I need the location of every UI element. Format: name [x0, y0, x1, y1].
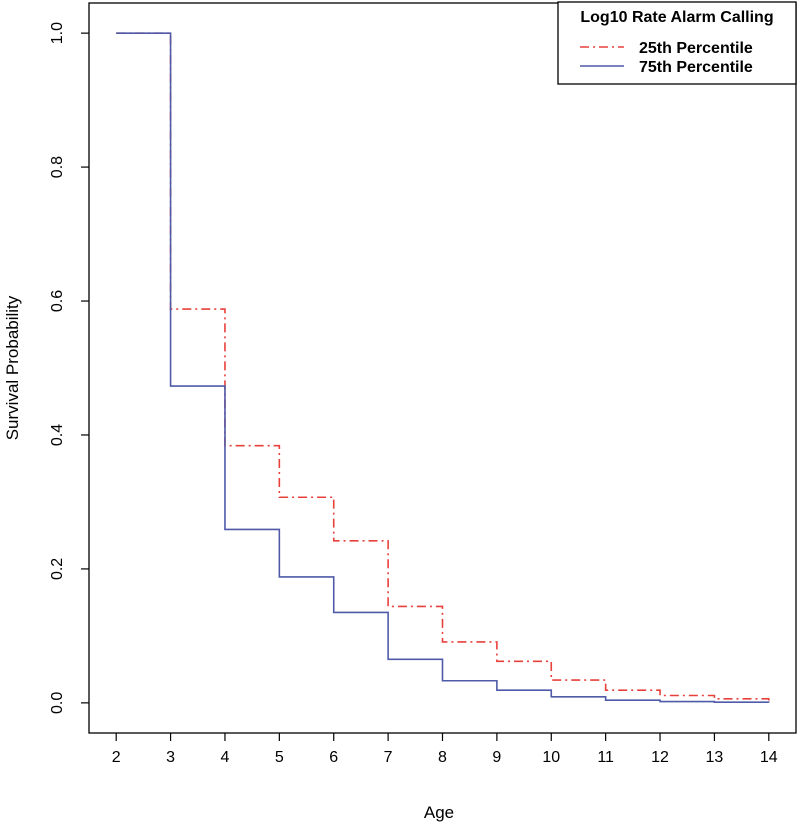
x-tick-label: 4	[221, 749, 230, 766]
series-line-75th-percentile	[116, 32, 770, 703]
x-tick-label: 3	[166, 749, 175, 766]
legend: Log10 Rate Alarm Calling 25th Percentile…	[557, 1, 797, 85]
x-axis-title: Age	[424, 803, 454, 822]
x-tick-label: 10	[542, 749, 560, 766]
y-tick-label: 1.0	[49, 22, 66, 44]
y-tick-label: 0.0	[49, 692, 66, 714]
legend-title: Log10 Rate Alarm Calling	[580, 9, 773, 26]
x-tick-label: 14	[760, 749, 778, 766]
x-tick-label: 9	[492, 749, 501, 766]
legend-label-25th: 25th Percentile	[639, 40, 753, 57]
legend-box	[557, 1, 797, 85]
x-tick-label: 7	[384, 749, 393, 766]
y-axis-title: Survival Probability	[3, 295, 22, 440]
x-tick-label: 6	[329, 749, 338, 766]
y-tick-label: 0.2	[49, 558, 66, 580]
y-tick-label: 0.8	[49, 156, 66, 178]
y-tick-label: 0.6	[49, 290, 66, 312]
x-tick-label: 2	[112, 749, 121, 766]
x-tick-label: 13	[706, 749, 724, 766]
x-tick-label: 11	[597, 749, 614, 766]
y-tick-label: 0.4	[49, 424, 66, 446]
legend-label-75th: 75th Percentile	[639, 59, 753, 76]
x-tick-label: 5	[275, 749, 284, 766]
x-tick-label: 8	[438, 749, 447, 766]
x-tick-label: 12	[651, 749, 669, 766]
series-layer	[116, 32, 770, 703]
axes: 2 3 4 5 6 7 8 9 10 11 12 13 14 0.0 0.2 0.4 0.6 0.8 1.0	[49, 22, 778, 766]
series-line-25th-percentile	[116, 32, 770, 701]
